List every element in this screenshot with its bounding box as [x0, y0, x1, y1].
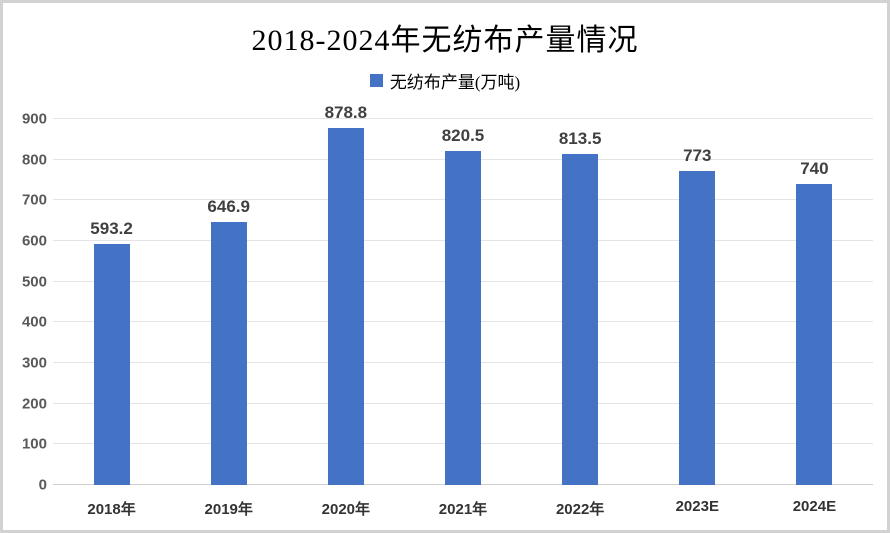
x-tick-label: 2020年: [321, 501, 371, 518]
bar: [796, 184, 833, 485]
bar-column: 740: [756, 119, 873, 485]
bar: [327, 127, 364, 485]
bar: [210, 221, 247, 485]
y-tick-label: 200: [21, 395, 47, 413]
bar-value-label: 740: [800, 159, 829, 179]
gridline: [53, 118, 873, 119]
bar-value-label: 593.2: [90, 218, 133, 238]
plot-area: 593.2 646.9 878.8 820.5 813.5 773 740: [53, 104, 873, 485]
y-tick-label: 800: [21, 151, 47, 169]
chart-title: 2018-2024年无纺布产量情况: [251, 24, 639, 57]
x-tick-label: 2023E: [675, 498, 719, 515]
y-tick-label: 300: [21, 354, 47, 372]
bar-column: 593.2: [53, 119, 170, 485]
y-tick-label: 700: [21, 191, 47, 209]
x-tick-label: 2024E: [792, 498, 837, 515]
bar-columns: 593.2 646.9 878.8 820.5 813.5 773 740: [53, 104, 873, 485]
bar-value-label: 878.8: [324, 102, 368, 122]
bar-value-label: 773: [683, 145, 712, 165]
legend-marker-icon: [369, 74, 383, 87]
x-tick-label: 2022年: [555, 501, 605, 518]
bar: [93, 243, 130, 485]
bar-column: 878.8: [287, 104, 404, 485]
bar-value-label: 646.9: [207, 196, 250, 216]
bar: [562, 154, 599, 485]
x-tick-label: 2018年: [87, 501, 136, 518]
bar-column: 820.5: [404, 119, 521, 485]
y-axis: 900 800 700 600 500 400 300 200 100 0: [9, 112, 53, 493]
x-axis: 2018年 2019年 2020年 2021年 2022年 2023E 2024E: [53, 485, 873, 519]
bar-value-label: 820.5: [441, 126, 485, 146]
y-tick-label: 500: [21, 273, 47, 291]
y-tick-label: 100: [21, 435, 47, 453]
y-tick-label: 400: [21, 313, 47, 331]
bar-value-label: 813.5: [558, 129, 602, 149]
legend: 无纺布产量(万吨): [3, 68, 887, 93]
chart-body: 900 800 700 600 500 400 300 200 100 0 593.2 646.9 8…: [9, 104, 873, 519]
y-tick-label: 0: [38, 476, 47, 494]
x-tick-label: 2019年: [204, 501, 253, 518]
bar-column: 813.5: [522, 119, 639, 485]
y-tick-label: 600: [21, 232, 47, 250]
legend-label: 无纺布产量(万吨): [389, 73, 521, 92]
bar-column: 773: [639, 119, 756, 485]
bar: [444, 151, 481, 485]
plot-wrap: 593.2 646.9 878.8 820.5 813.5 773 740 2018年 201…: [53, 104, 873, 519]
bar-column: 646.9: [170, 119, 287, 485]
bar: [679, 170, 716, 485]
x-tick-label: 2021年: [438, 501, 488, 518]
y-tick-label: 900: [21, 110, 47, 128]
